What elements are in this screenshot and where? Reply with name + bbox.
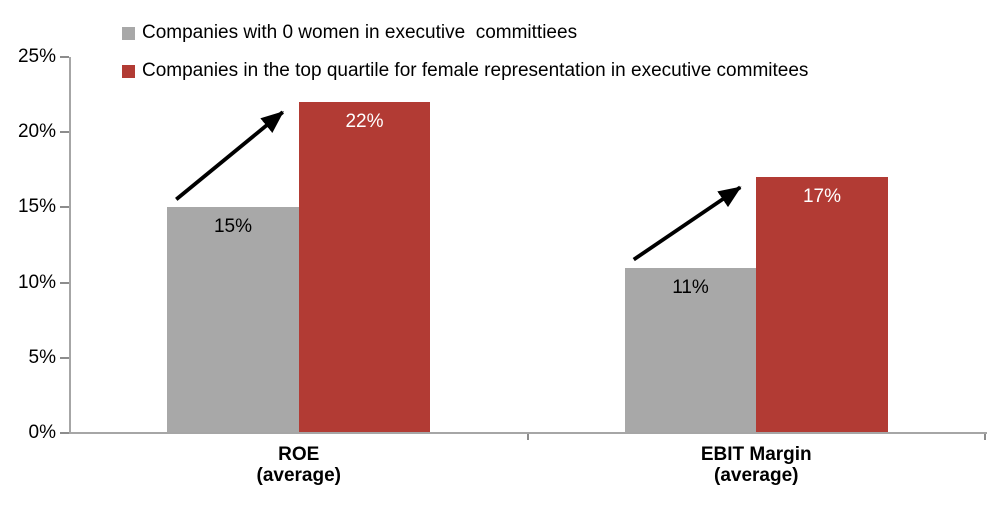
bar (167, 207, 299, 433)
y-axis-tick (60, 281, 69, 284)
x-category-label: ROE (average) (256, 444, 342, 486)
x-category-label: EBIT Margin (average) (700, 444, 812, 486)
y-axis-tick-label: 25% (17, 46, 56, 67)
bar-value-label: 11% (672, 276, 709, 298)
y-axis-tick-label: 15% (17, 196, 56, 218)
legend-label-zero-women: Companies with 0 women in executive comm… (142, 22, 578, 43)
y-axis-line (69, 57, 71, 434)
legend-swatch-gray-icon (122, 26, 135, 40)
x-axis-line (69, 432, 987, 434)
x-axis-tick (984, 434, 986, 440)
chart-legend: Companies with 0 women in executive comm… (122, 22, 808, 98)
legend-item-zero-women: Companies with 0 women in executive comm… (122, 22, 808, 44)
y-axis-tick (60, 206, 69, 209)
bar (624, 267, 757, 433)
y-axis-tick-label: 5% (28, 346, 56, 368)
legend-label-top-quartile: Companies in the top quartile for female… (142, 60, 809, 81)
increase-arrow (632, 185, 742, 262)
y-axis-tick-label: 0% (28, 422, 56, 443)
legend-item-top-quartile: Companies in the top quartile for female… (122, 60, 808, 82)
x-axis-tick (526, 434, 529, 440)
y-axis-tick-label: 10% (17, 271, 56, 293)
y-axis-tick (60, 56, 69, 58)
y-axis-tick-label: 20% (17, 121, 56, 143)
increase-arrow (175, 110, 284, 201)
y-axis-tick (60, 432, 69, 434)
legend-swatch-red-icon (122, 64, 135, 78)
bar-value-label: 15% (213, 216, 253, 238)
y-axis-tick (60, 356, 69, 359)
y-axis-tick (60, 131, 69, 134)
bar (298, 102, 431, 433)
bar-value-label: 22% (345, 111, 384, 133)
bar (756, 177, 888, 433)
bar-value-label: 17% (802, 186, 842, 208)
